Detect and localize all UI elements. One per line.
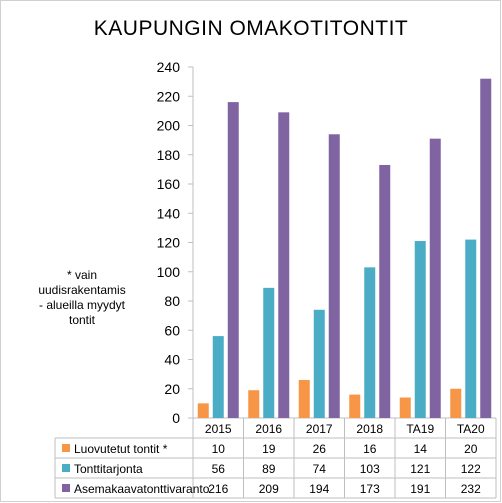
- data-label: 122: [461, 462, 481, 476]
- bar: [212, 336, 224, 418]
- legend-key: [62, 464, 70, 472]
- data-label: 103: [360, 462, 380, 476]
- y-tick-label: 220: [157, 88, 181, 104]
- bar: [465, 239, 477, 418]
- bar: [480, 78, 492, 418]
- data-label: 74: [313, 462, 327, 476]
- footnote: * vain uudisrakentamis - alueilla myydyt…: [22, 268, 142, 328]
- y-tick-label: 200: [157, 118, 181, 134]
- legend-key: [62, 484, 70, 492]
- x-tick-label: TA19: [406, 422, 434, 436]
- data-label: 173: [360, 482, 380, 496]
- footnote-line: * vain: [66, 268, 98, 282]
- y-tick-label: 60: [164, 322, 180, 338]
- bar: [399, 397, 411, 418]
- legend-label: Tonttitarjonta: [74, 462, 143, 476]
- bar: [450, 388, 462, 418]
- data-label: 10: [212, 442, 226, 456]
- legend-key: [62, 444, 70, 452]
- y-tick-label: 180: [157, 147, 181, 163]
- x-tick-label: 2015: [205, 422, 232, 436]
- y-tick-label: 20: [164, 381, 180, 397]
- bar: [227, 102, 239, 418]
- legend-label: Asemakaavatonttivaranto: [74, 482, 210, 496]
- y-tick-label: 80: [164, 293, 180, 309]
- y-tick-label: 40: [164, 352, 180, 368]
- legend-label: Luovutetut tontit *: [74, 442, 168, 456]
- bar: [278, 112, 290, 419]
- x-tick-label: 2018: [356, 422, 383, 436]
- x-tick-label: 2016: [255, 422, 282, 436]
- bar: [379, 164, 391, 418]
- bar: [349, 394, 361, 418]
- data-label: 56: [212, 462, 226, 476]
- footnote-line: uudisrakentamis: [38, 283, 126, 297]
- y-tick-label: 160: [157, 176, 181, 192]
- bar: [429, 138, 441, 418]
- data-label: 19: [262, 442, 276, 456]
- chart-title: KAUPUNGIN OMAKOTITONTIT: [93, 17, 409, 40]
- footnote-line: tontit: [68, 313, 95, 327]
- bar: [263, 287, 275, 418]
- data-label: 121: [410, 462, 430, 476]
- y-tick-label: 240: [157, 59, 181, 75]
- bar: [364, 267, 376, 418]
- bar: [414, 241, 426, 418]
- y-tick-label: 100: [157, 264, 181, 280]
- bar: [298, 379, 310, 418]
- footnote-line: - alueilla myydyt: [38, 298, 126, 312]
- y-tick-label: 140: [157, 205, 181, 221]
- y-tick-label: 0: [172, 410, 180, 426]
- data-label: 216: [208, 482, 228, 496]
- data-label: 194: [309, 482, 329, 496]
- x-tick-label: TA20: [457, 422, 485, 436]
- x-tick-label: 2017: [306, 422, 333, 436]
- data-label: 26: [313, 442, 327, 456]
- data-label: 16: [363, 442, 377, 456]
- bar: [313, 309, 325, 418]
- data-label: 191: [410, 482, 430, 496]
- data-label: 20: [464, 442, 478, 456]
- y-tick-label: 120: [157, 235, 181, 251]
- bar: [197, 403, 209, 418]
- data-label: 14: [414, 442, 428, 456]
- data-label: 232: [461, 482, 481, 496]
- data-label: 209: [259, 482, 279, 496]
- data-label: 89: [262, 462, 276, 476]
- bar: [328, 134, 340, 418]
- bar: [248, 390, 260, 418]
